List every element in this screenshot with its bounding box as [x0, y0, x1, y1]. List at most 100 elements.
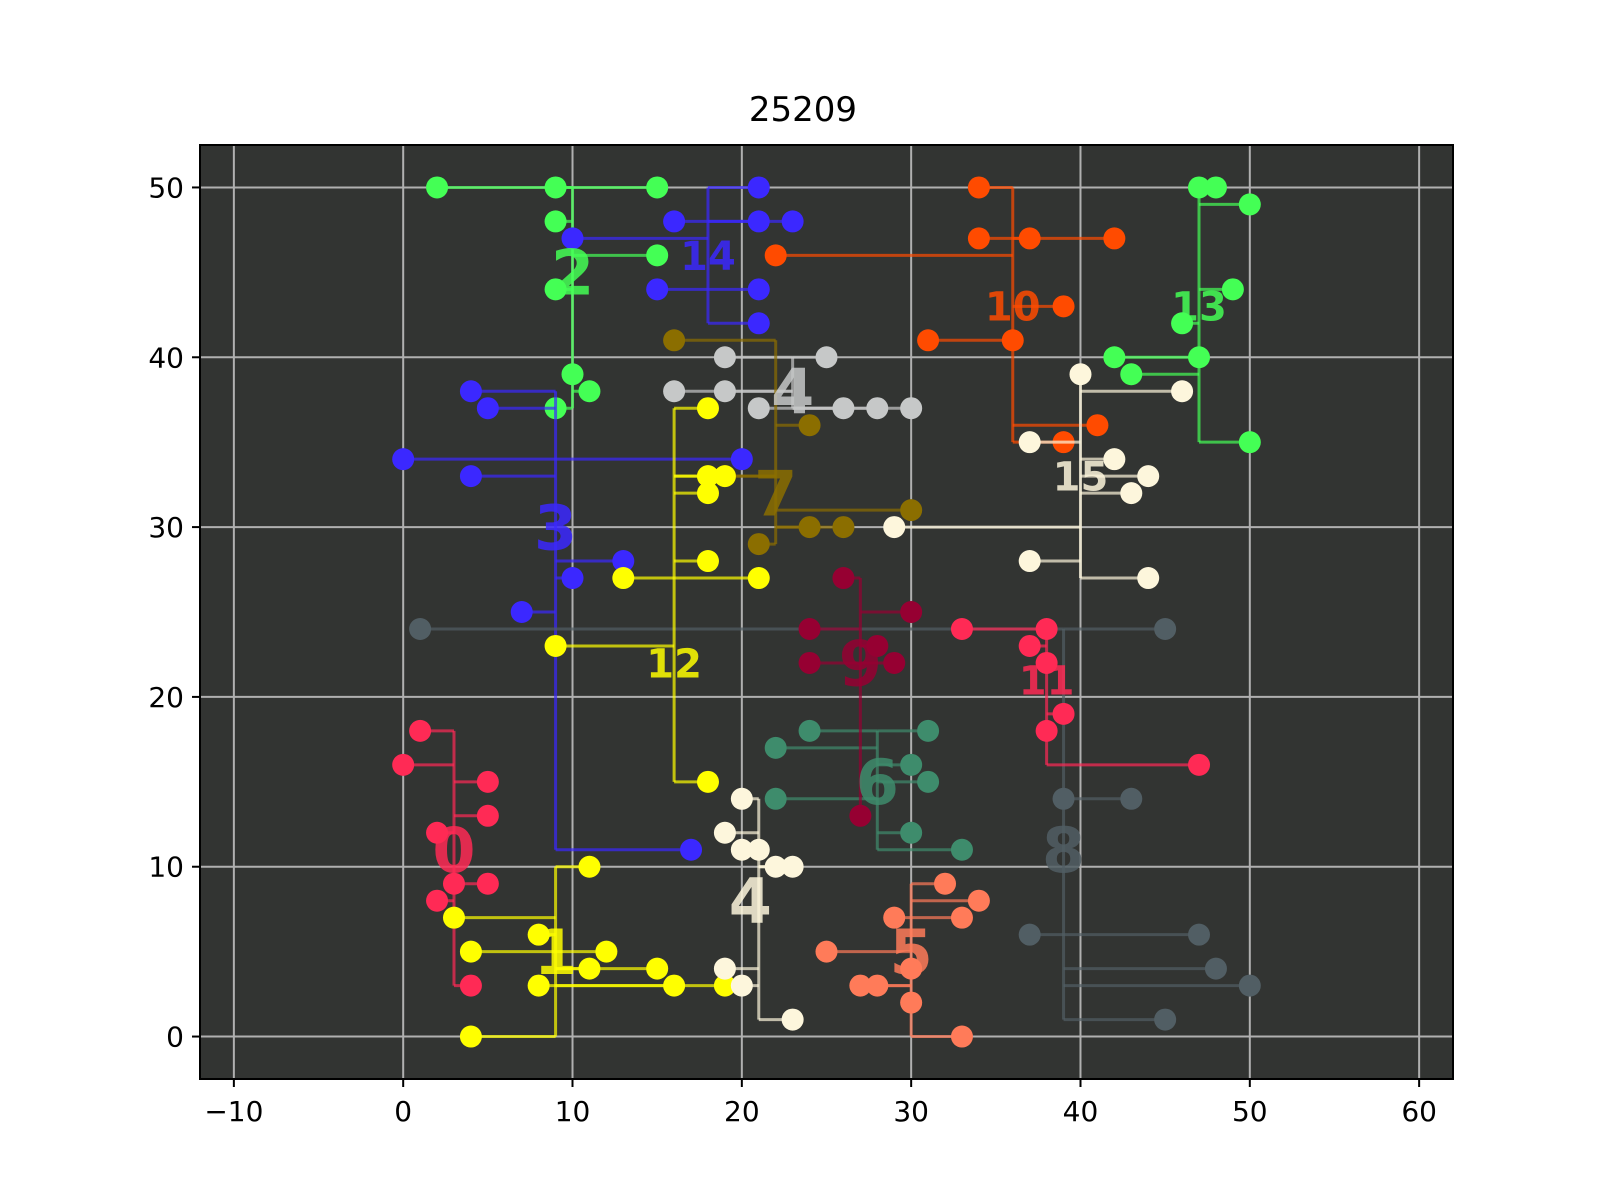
data-point [798, 719, 821, 742]
data-point [747, 397, 770, 420]
data-point [713, 380, 736, 403]
data-point [1154, 1008, 1177, 1031]
data-point [730, 838, 753, 861]
data-point [1188, 753, 1211, 776]
data-point [764, 855, 787, 878]
data-point [527, 923, 550, 946]
data-point [934, 872, 957, 895]
data-point [950, 906, 973, 929]
data-point [1018, 923, 1041, 946]
series-4-group [713, 787, 804, 1031]
data-point [950, 838, 973, 861]
data-point [527, 974, 550, 997]
data-point [578, 957, 601, 980]
x-tick-label: 60 [1401, 1095, 1437, 1128]
cluster-label: 4 [729, 865, 772, 938]
data-point [1018, 634, 1041, 657]
data-point [1120, 363, 1143, 386]
data-point [1103, 448, 1126, 471]
data-point [1171, 380, 1194, 403]
cluster-label: 4 [771, 356, 814, 429]
data-point [663, 380, 686, 403]
data-point [510, 601, 533, 623]
data-point [950, 617, 973, 640]
data-point [1120, 482, 1143, 505]
data-point [459, 380, 482, 403]
data-point [900, 499, 923, 522]
x-tick-label: 10 [555, 1095, 591, 1128]
data-point [713, 465, 736, 488]
data-point [900, 753, 923, 776]
data-point [696, 770, 719, 793]
data-point [1238, 974, 1261, 997]
data-point [680, 838, 703, 861]
data-point [849, 974, 872, 997]
y-axis: 0 10 20 30 40 50 [148, 171, 200, 1054]
data-point [764, 736, 787, 759]
x-tick-label: −10 [204, 1095, 263, 1128]
cluster-label: 7 [754, 457, 797, 530]
data-point [1171, 312, 1194, 335]
data-point [1188, 346, 1211, 369]
data-point [426, 821, 449, 844]
data-point [663, 974, 686, 997]
data-point [476, 804, 499, 827]
data-point [459, 465, 482, 488]
series-5-group [815, 872, 990, 1048]
data-point [663, 329, 686, 352]
data-point [1137, 567, 1160, 590]
data-point [764, 244, 787, 267]
data-point [900, 397, 923, 420]
data-point [476, 770, 499, 793]
series-6-group [764, 719, 973, 861]
data-point [696, 550, 719, 573]
cluster-label: 15 [1053, 455, 1109, 501]
data-point [1052, 787, 1075, 810]
data-point [426, 176, 449, 199]
data-point [730, 787, 753, 810]
data-point [849, 804, 872, 827]
series-11-group [950, 617, 1211, 776]
y-tick-label: 40 [148, 341, 184, 374]
data-point [646, 957, 669, 980]
series-3-group [392, 380, 753, 861]
x-tick-label: 30 [893, 1095, 929, 1128]
data-point [544, 176, 567, 199]
plot-frame [199, 144, 1454, 1080]
x-tick-label: 20 [724, 1095, 760, 1128]
data-point [646, 278, 669, 301]
data-point [392, 448, 415, 471]
series-2-group [426, 176, 669, 420]
data-point [967, 176, 990, 199]
y-tick-label: 0 [166, 1021, 184, 1054]
series-9-group [798, 567, 923, 827]
x-tick-label: 0 [394, 1095, 412, 1128]
data-point [612, 567, 635, 590]
data-point [866, 397, 889, 420]
data-point [832, 397, 855, 420]
data-point [713, 821, 736, 844]
data-point [1035, 651, 1058, 674]
data-point [1103, 346, 1126, 369]
data-point [781, 210, 804, 233]
data-point [730, 448, 753, 471]
data-point [917, 719, 940, 742]
y-tick-label: 10 [148, 851, 184, 884]
data-point [1137, 465, 1160, 488]
x-tick-label: 50 [1232, 1095, 1268, 1128]
data-point [1018, 431, 1041, 454]
series-0-group [392, 719, 499, 997]
data-point [917, 770, 940, 793]
data-point [815, 346, 838, 369]
y-tick-label: 50 [148, 171, 184, 204]
data-point [967, 227, 990, 250]
data-point [696, 465, 719, 488]
cluster-label: 0 [432, 814, 475, 887]
series-14-group [561, 176, 804, 335]
data-point [798, 651, 821, 674]
data-point [1188, 923, 1211, 946]
data-point [764, 787, 787, 810]
data-point [713, 346, 736, 369]
data-point [409, 719, 432, 742]
